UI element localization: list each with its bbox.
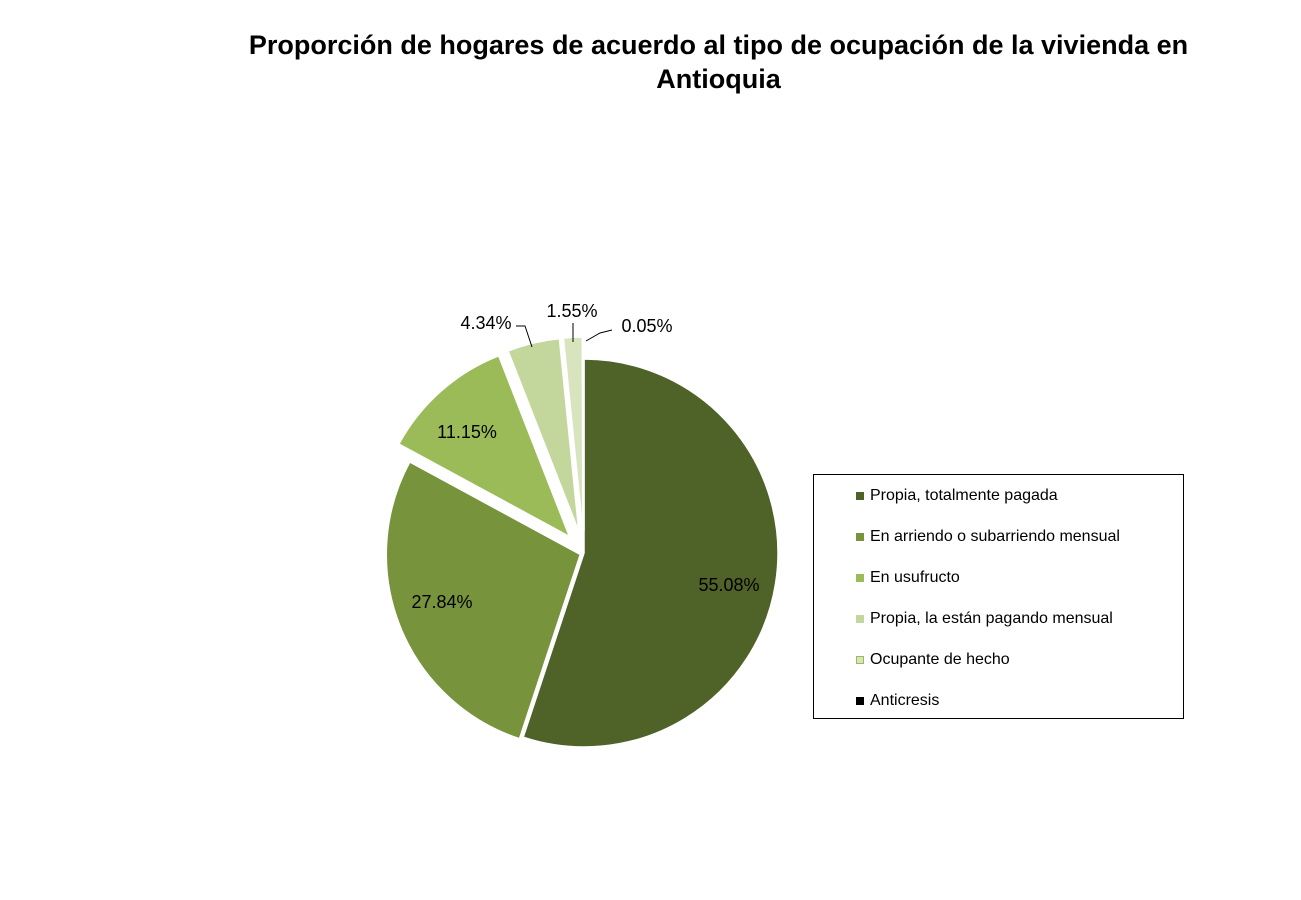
legend-swatch-6 (856, 697, 864, 705)
chart-title: Proporción de hogares de acuerdo al tipo… (180, 28, 1257, 96)
data-label-2: 27.84% (411, 592, 472, 612)
legend-swatch-2 (856, 533, 864, 541)
legend-item-6: Anticresis (856, 691, 939, 711)
legend-item-3: En usufructo (856, 568, 960, 588)
legend-swatch-5 (856, 656, 864, 664)
data-label-6: 0.05% (621, 316, 672, 336)
legend-label-5: Ocupante de hecho (870, 651, 1010, 668)
data-label-3: 11.15% (437, 422, 497, 442)
legend-item-1: Propia, totalmente pagada (856, 486, 1058, 506)
data-label-5: 1.55% (546, 301, 597, 321)
legend-label-4: Propia, la están pagando mensual (870, 610, 1113, 627)
legend-item-4: Propia, la están pagando mensual (856, 609, 1113, 629)
pie-slice-3 (397, 354, 571, 539)
legend-item-2: En arriendo o subarriendo mensual (856, 527, 1120, 547)
pie-slice-6 (582, 336, 585, 532)
legend-label-3: En usufructo (870, 569, 960, 586)
legend-label-1: Propia, totalmente pagada (870, 487, 1058, 504)
legend-swatch-4 (856, 615, 864, 623)
legend: Propia, totalmente pagada En arriendo o s… (813, 474, 1184, 719)
chart-title-line-2: Antioquia (656, 64, 781, 94)
legend-label-6: Anticresis (870, 692, 940, 709)
legend-swatch-3 (856, 574, 864, 582)
pie-slice-4 (507, 337, 580, 532)
chart-title-line-1: Proporción de hogares de acuerdo al tipo… (248, 30, 1189, 60)
legend-item-5: Ocupante de hecho (856, 650, 1010, 670)
data-label-4: 4.34% (460, 313, 511, 333)
legend-swatch-1 (856, 492, 864, 500)
leader-line-6 (585, 329, 613, 342)
pie-slice-1 (522, 358, 779, 748)
leader-line-4 (516, 325, 533, 348)
legend-label-2: En arriendo o subarriendo mensual (870, 528, 1120, 545)
pie-slice-2 (385, 460, 582, 740)
data-label-1: 55.08% (698, 575, 759, 595)
